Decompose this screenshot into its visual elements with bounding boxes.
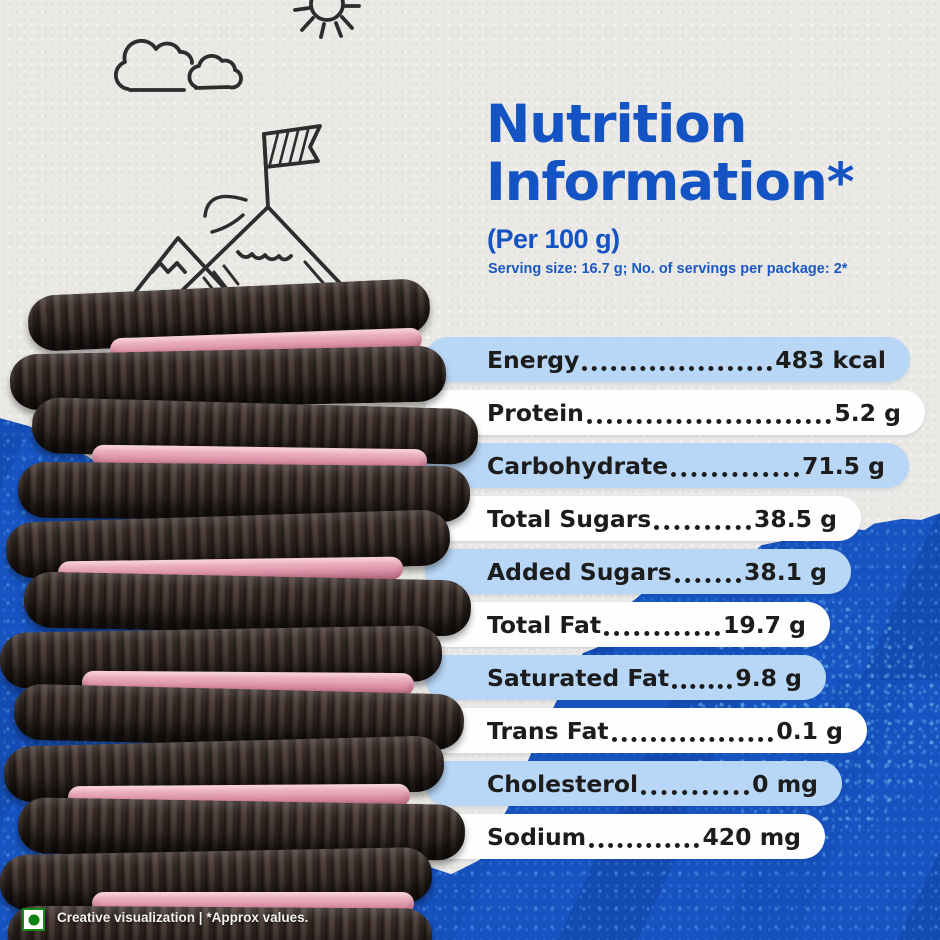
dot-leader [654, 525, 752, 530]
nutrient-label: Saturated Fat [487, 663, 670, 692]
nutrition-row-energy: Energy 483 kcal [425, 337, 910, 382]
vegetarian-dot-icon [28, 914, 39, 925]
nutrition-row-carbohydrate: Carbohydrate 71.5 g [425, 443, 909, 488]
nutrition-row-sodium: Sodium 420 mg [425, 814, 825, 859]
dot-leader [641, 790, 750, 795]
sun-doodle-icon [293, 0, 361, 39]
dot-leader [586, 419, 832, 424]
nutrient-value: 19.7 g [723, 610, 806, 639]
nutrient-value: 420 mg [702, 822, 801, 851]
nutrition-row-protein: Protein 5.2 g [425, 390, 925, 435]
nutrient-value: 0 mg [752, 769, 818, 798]
nutrient-label: Sodium [487, 822, 587, 851]
nutrient-value: 0.1 g [776, 716, 843, 745]
nutrition-row-added-sugars: Added Sugars 38.1 g [425, 549, 851, 594]
nutrition-row-cholesterol: Cholesterol 0 mg [425, 761, 842, 806]
dot-leader [671, 472, 800, 477]
dot-leader [611, 737, 774, 742]
nutrient-value: 9.8 g [735, 663, 802, 692]
nutrient-value: 38.1 g [744, 557, 827, 586]
dot-leader [582, 366, 773, 371]
nutrition-row-trans-fat: Trans Fat 0.1 g [425, 708, 867, 753]
nutrient-label: Protein [487, 398, 584, 427]
nutrient-label: Cholesterol [487, 769, 639, 798]
nutrient-label: Trans Fat [487, 716, 609, 745]
page-title: Nutrition Information* [486, 94, 854, 213]
nutrient-value: 483 kcal [775, 345, 886, 374]
serving-size-text: Serving size: 16.7 g; No. of servings pe… [488, 261, 848, 277]
nutrient-label: Total Sugars [487, 504, 652, 533]
nutrient-value: 38.5 g [754, 504, 837, 533]
page-title-line1: Nutrition [486, 94, 747, 155]
nutrition-row-total-sugars: Total Sugars 38.5 g [425, 496, 861, 541]
dot-leader [604, 631, 721, 636]
flag-pennant [262, 124, 322, 169]
nutrition-row-saturated-fat: Saturated Fat 9.8 g [425, 655, 826, 700]
dot-leader [589, 843, 700, 848]
per-100g-subtitle: (Per 100 g) [487, 224, 620, 254]
nutrient-label: Added Sugars [487, 557, 672, 586]
nutrient-value: 71.5 g [802, 451, 885, 480]
nutrition-row-total-fat: Total Fat 19.7 g [425, 602, 830, 647]
nutrient-value: 5.2 g [834, 398, 901, 427]
nutrient-label: Total Fat [487, 610, 602, 639]
cloud-doodle-icon [114, 39, 243, 92]
nutrient-label: Energy [487, 345, 580, 374]
dot-leader [674, 578, 742, 583]
page-title-line2: Information* [486, 152, 854, 213]
mountain-flag-doodle-icon [114, 0, 407, 354]
disclaimer-text: Creative visualization | *Approx values. [57, 910, 309, 925]
vegetarian-mark-icon [22, 908, 45, 931]
dot-leader [672, 684, 733, 689]
nutrient-label: Carbohydrate [487, 451, 669, 480]
